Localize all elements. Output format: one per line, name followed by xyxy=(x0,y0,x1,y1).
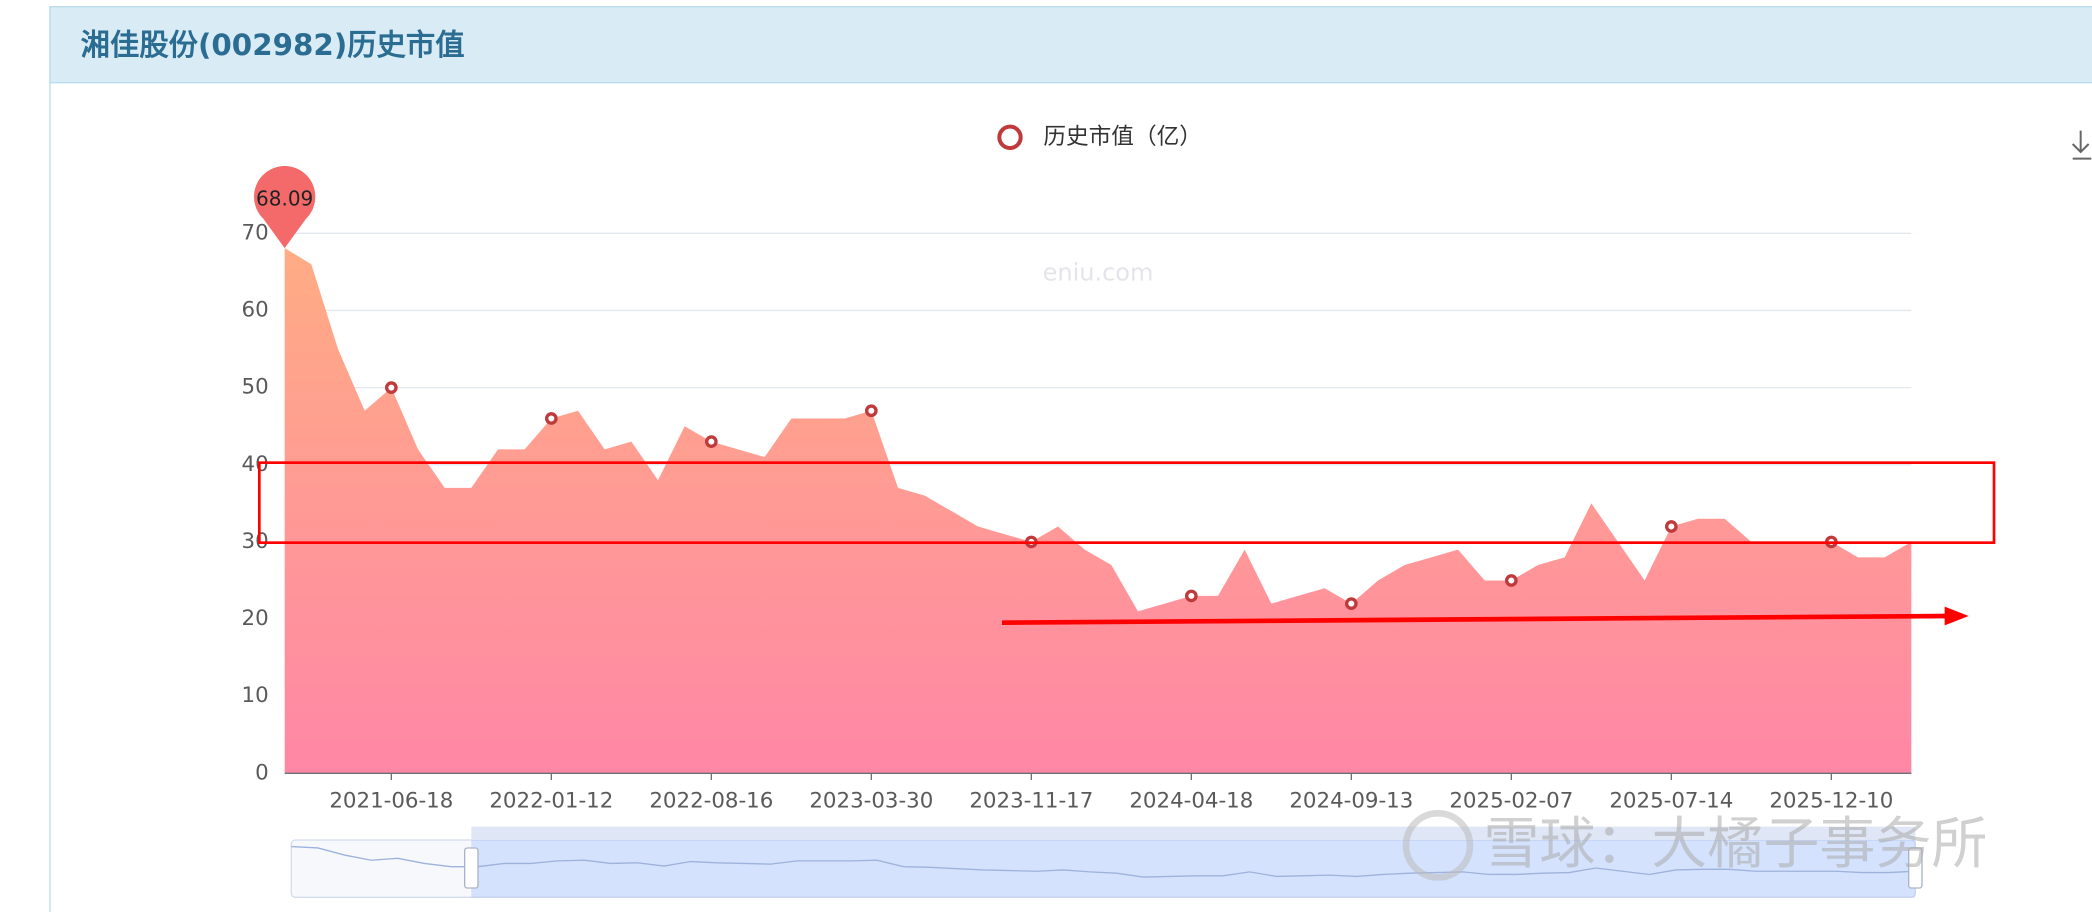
peak-pin xyxy=(254,166,316,249)
zoom-preview-line xyxy=(291,845,1916,878)
zoom-window[interactable] xyxy=(471,840,1916,898)
area xyxy=(284,248,1912,774)
y-tick-label: 10 xyxy=(242,683,269,708)
marker xyxy=(864,404,878,418)
legend-label: 历史市值（亿） xyxy=(1043,124,1202,150)
overlay-watermark: 雪球：大橘子事务所 xyxy=(1402,809,1987,881)
legend-icon xyxy=(997,124,1023,150)
trend-arrow-head xyxy=(1944,606,1969,626)
zoom-bar[interactable] xyxy=(471,826,1916,840)
trend-arrow xyxy=(1001,613,1951,625)
peak-label: 68.09 xyxy=(256,187,313,211)
watermark-logo xyxy=(1402,809,1474,881)
watermark: eniu.com xyxy=(1043,258,1154,286)
marker xyxy=(1185,589,1198,603)
panel-header xyxy=(49,6,2092,84)
watermark-text: 雪球：大橘子事务所 xyxy=(1483,812,1987,877)
x-tick-label: 2024-04-18 xyxy=(1129,788,1253,813)
y-tick-label: 50 xyxy=(242,375,269,400)
y-tick-label: 40 xyxy=(242,452,269,477)
zoom-handle-right[interactable] xyxy=(1908,847,1923,889)
y-tick-label: 70 xyxy=(242,220,269,245)
x-tick-label: 2024-09-13 xyxy=(1289,788,1413,813)
y-tick-label: 20 xyxy=(242,606,269,631)
y-tick-label: 0 xyxy=(255,760,269,785)
x-tick-label: 2021-06-18 xyxy=(329,788,453,813)
x-tick-label: 2022-08-16 xyxy=(649,788,773,813)
highlight-box xyxy=(258,461,1996,544)
marker xyxy=(704,435,718,448)
marker xyxy=(544,412,558,425)
x-tick-label: 2025-07-14 xyxy=(1609,788,1733,813)
x-tick-label: 2023-03-30 xyxy=(809,788,933,813)
x-tick-label: 2023-11-17 xyxy=(969,788,1093,813)
zoom-handle-left[interactable] xyxy=(464,847,479,889)
legend: 历史市值（亿） xyxy=(997,124,1202,150)
panel-title: 湘佳股份(002982)历史市值 xyxy=(81,28,465,62)
marker xyxy=(385,381,398,394)
zoom-preview xyxy=(291,845,1916,878)
y-tick-label: 60 xyxy=(242,297,269,322)
x-tick-label: 2025-12-10 xyxy=(1769,788,1893,813)
x-tick-label: 2022-01-12 xyxy=(489,788,613,813)
marker xyxy=(1345,597,1358,610)
marker xyxy=(1665,520,1678,533)
download-icon[interactable] xyxy=(2071,130,2092,160)
marker xyxy=(1505,574,1518,587)
x-tick-label: 2025-02-07 xyxy=(1449,788,1573,813)
